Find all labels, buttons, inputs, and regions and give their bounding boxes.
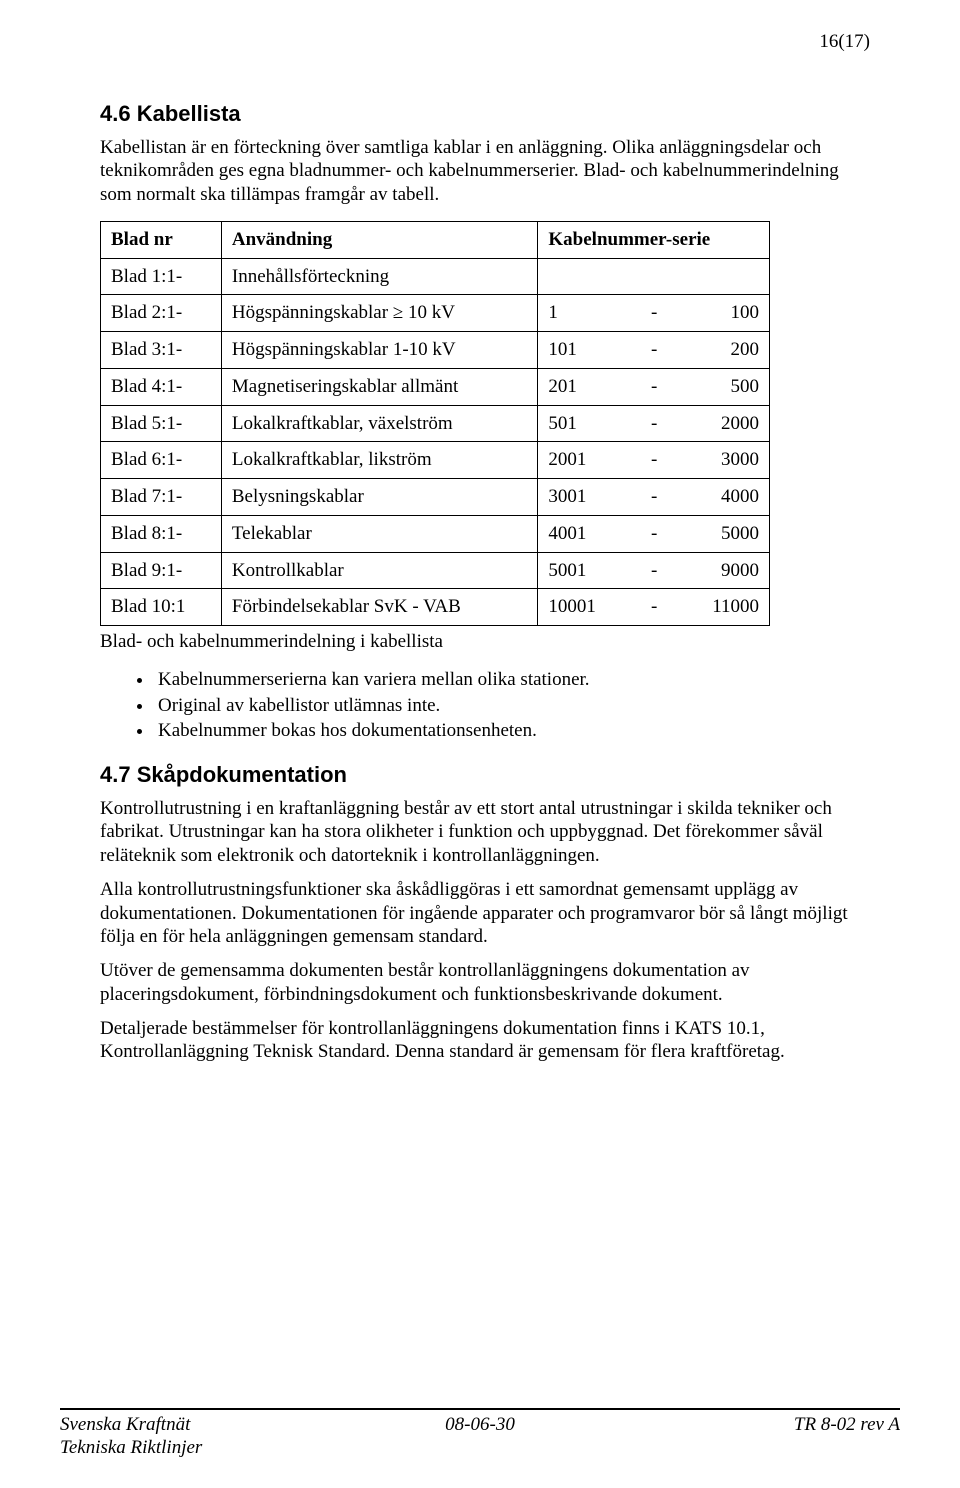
section-4-7-heading: 4.7 Skåpdokumentation <box>100 761 860 789</box>
bullet-item: Kabelnummerserierna kan variera mellan o… <box>154 668 860 692</box>
section-number: 4.7 <box>100 762 131 787</box>
table-row: Blad 3:1- Högspänningskablar 1-10 kV 101… <box>101 332 770 369</box>
cell-range-from: 3001 <box>538 479 635 516</box>
section-title: Skåpdokumentation <box>137 762 347 787</box>
table-row: Blad 2:1- Högspänningskablar ≥ 10 kV 1 -… <box>101 295 770 332</box>
section-4-7-para4: Detaljerade bestämmelser för kontrollanl… <box>100 1017 860 1065</box>
table-caption: Blad- och kabelnummerindelning i kabelli… <box>100 630 860 654</box>
cell-range-to: 5000 <box>673 515 769 552</box>
th-kabelnummerserie: Kabelnummer-serie <box>538 221 770 258</box>
page-footer: Svenska Kraftnät Tekniska Riktlinjer 08-… <box>60 1413 900 1461</box>
cell-range-from: 101 <box>538 332 635 369</box>
cell-range-dash: - <box>635 589 673 626</box>
cell-range-from: 5001 <box>538 552 635 589</box>
cell-range-to: 2000 <box>673 405 769 442</box>
cell-range-to: 100 <box>673 295 769 332</box>
cell-range-dash: - <box>635 515 673 552</box>
cell-bladnr: Blad 4:1- <box>101 368 222 405</box>
footer-right: TR 8-02 rev A <box>623 1413 900 1461</box>
cell-anvandning: Lokalkraftkablar, likström <box>221 442 538 479</box>
cell-anvandning: Magnetiseringskablar allmänt <box>221 368 538 405</box>
cell-bladnr: Blad 2:1- <box>101 295 222 332</box>
cell-range-from: 201 <box>538 368 635 405</box>
cell-range-dash: - <box>635 442 673 479</box>
cell-bladnr: Blad 9:1- <box>101 552 222 589</box>
cell-bladnr: Blad 7:1- <box>101 479 222 516</box>
bullet-list: Kabelnummerserierna kan variera mellan o… <box>100 668 860 743</box>
footer-subtitle: Tekniska Riktlinjer <box>60 1436 337 1460</box>
cell-range-to: 3000 <box>673 442 769 479</box>
table-row: Blad 6:1- Lokalkraftkablar, likström 200… <box>101 442 770 479</box>
footer-org: Svenska Kraftnät <box>60 1413 337 1437</box>
table-header-row: Blad nr Användning Kabelnummer-serie <box>101 221 770 258</box>
cell-range-from: 2001 <box>538 442 635 479</box>
cell-bladnr: Blad 6:1- <box>101 442 222 479</box>
cell-range-to: 9000 <box>673 552 769 589</box>
footer-left: Svenska Kraftnät Tekniska Riktlinjer <box>60 1413 337 1461</box>
cell-range-to: 500 <box>673 368 769 405</box>
cell-range-dash: - <box>635 479 673 516</box>
cell-bladnr: Blad 5:1- <box>101 405 222 442</box>
cell-range-dash: - <box>635 405 673 442</box>
cell-range-from: 501 <box>538 405 635 442</box>
th-bladnr: Blad nr <box>101 221 222 258</box>
table-row: Blad 10:1 Förbindelsekablar SvK - VAB 10… <box>101 589 770 626</box>
th-anvandning: Användning <box>221 221 538 258</box>
table-row: Blad 8:1- Telekablar 4001 - 5000 <box>101 515 770 552</box>
cell-anvandning: Innehållsförteckning <box>221 258 538 295</box>
cell-range-from: 1 <box>538 295 635 332</box>
footer-center: 08-06-30 <box>341 1413 618 1461</box>
section-4-6-para1: Kabellistan är en förteckning över samtl… <box>100 136 860 207</box>
cell-anvandning: Belysningskablar <box>221 479 538 516</box>
kabellista-table: Blad nr Användning Kabelnummer-serie Bla… <box>100 221 770 626</box>
cell-range-empty <box>538 258 770 295</box>
table-row: Blad 7:1- Belysningskablar 3001 - 4000 <box>101 479 770 516</box>
bullet-item: Kabelnummer bokas hos dokumentationsenhe… <box>154 719 860 743</box>
cell-anvandning: Telekablar <box>221 515 538 552</box>
footer-rule <box>60 1408 900 1410</box>
cell-range-dash: - <box>635 368 673 405</box>
cell-range-to: 200 <box>673 332 769 369</box>
section-title: Kabellista <box>137 101 241 126</box>
cell-bladnr: Blad 10:1 <box>101 589 222 626</box>
cell-bladnr: Blad 3:1- <box>101 332 222 369</box>
cell-anvandning: Lokalkraftkablar, växelström <box>221 405 538 442</box>
table-row: Blad 5:1- Lokalkraftkablar, växelström 5… <box>101 405 770 442</box>
cell-range-from: 4001 <box>538 515 635 552</box>
cell-range-to: 11000 <box>673 589 769 626</box>
section-4-7-para3: Utöver de gemensamma dokumenten består k… <box>100 959 860 1007</box>
cell-bladnr: Blad 8:1- <box>101 515 222 552</box>
section-4-7-para1: Kontrollutrustning i en kraftanläggning … <box>100 797 860 868</box>
table-row: Blad 9:1- Kontrollkablar 5001 - 9000 <box>101 552 770 589</box>
cell-range-from: 10001 <box>538 589 635 626</box>
cell-anvandning: Kontrollkablar <box>221 552 538 589</box>
section-4-6-heading: 4.6 Kabellista <box>100 100 860 128</box>
section-4-7-para2: Alla kontrollutrustningsfunktioner ska å… <box>100 878 860 949</box>
cell-range-dash: - <box>635 295 673 332</box>
cell-anvandning: Högspänningskablar ≥ 10 kV <box>221 295 538 332</box>
table-row: Blad 4:1- Magnetiseringskablar allmänt 2… <box>101 368 770 405</box>
table-row: Blad 1:1- Innehållsförteckning <box>101 258 770 295</box>
cell-range-to: 4000 <box>673 479 769 516</box>
cell-anvandning: Förbindelsekablar SvK - VAB <box>221 589 538 626</box>
cell-bladnr: Blad 1:1- <box>101 258 222 295</box>
bullet-item: Original av kabellistor utlämnas inte. <box>154 694 860 718</box>
cell-range-dash: - <box>635 552 673 589</box>
cell-range-dash: - <box>635 332 673 369</box>
section-number: 4.6 <box>100 101 131 126</box>
page-number: 16(17) <box>819 30 870 54</box>
cell-anvandning: Högspänningskablar 1-10 kV <box>221 332 538 369</box>
